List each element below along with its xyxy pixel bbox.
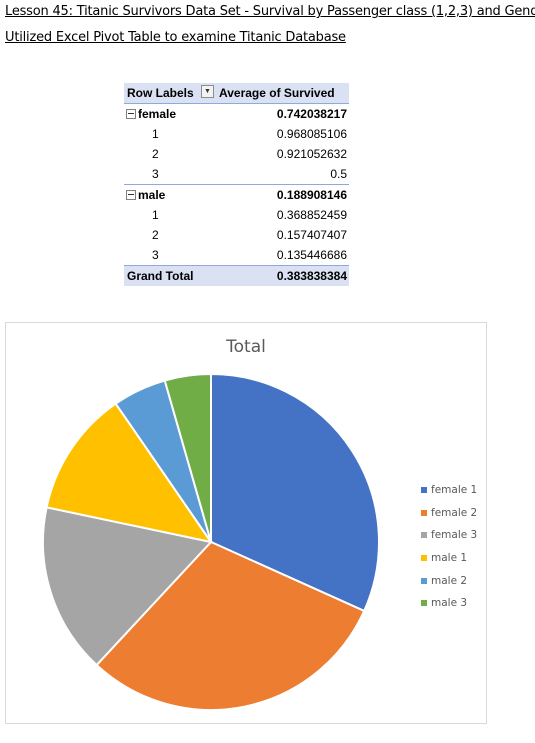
- pivot-row: 2 0.921052632: [124, 144, 349, 164]
- pie-slice-male-3[interactable]: [163, 372, 212, 543]
- grand-total-value: 0.383838384: [276, 269, 347, 283]
- legend-label: female 2: [431, 506, 478, 519]
- legend-item[interactable]: male 2: [421, 569, 477, 592]
- pie-slice-female-1[interactable]: [210, 372, 380, 613]
- group-value: 0.742038217: [276, 107, 347, 121]
- row-label: 2: [152, 228, 159, 242]
- lesson-heading: Lesson 45: Titanic Survivors Data Set - …: [5, 4, 535, 19]
- pivot-group-female: female 0.742038217: [124, 104, 349, 124]
- pie-slice-male-1[interactable]: [45, 402, 214, 544]
- pie-chart[interactable]: Total female 1 female 2 female 3 male 1 male…: [5, 322, 487, 724]
- pivot-row: 3 0.5: [124, 164, 349, 184]
- pivot-header-row: Row Labels ▼ Average of Survived: [124, 83, 349, 104]
- row-label: 1: [152, 208, 159, 222]
- row-label: 3: [152, 248, 159, 262]
- row-value: 0.921052632: [276, 147, 347, 161]
- legend-swatch: [421, 600, 427, 607]
- row-value: 0.368852459: [276, 208, 347, 222]
- pivot-row: 1 0.368852459: [124, 205, 349, 225]
- pivot-table: Row Labels ▼ Average of Survived female …: [124, 83, 349, 286]
- chart-legend: female 1 female 2 female 3 male 1 male 2 male…: [421, 479, 477, 615]
- legend-swatch: [421, 487, 427, 494]
- group-label: female: [138, 107, 177, 121]
- group-label: male: [138, 188, 166, 202]
- legend-swatch: [421, 532, 427, 539]
- legend-item[interactable]: female 3: [421, 524, 477, 547]
- row-labels-header: Row Labels: [127, 86, 194, 100]
- legend-item[interactable]: male 1: [421, 547, 477, 570]
- legend-label: female 3: [431, 529, 478, 542]
- average-survived-header: Average of Survived: [219, 86, 335, 100]
- pivot-grand-total-row: Grand Total 0.383838384: [124, 265, 349, 286]
- legend-swatch: [421, 509, 427, 516]
- group-value: 0.188908146: [276, 188, 347, 202]
- legend-swatch: [421, 577, 427, 584]
- pie-slice-female-3[interactable]: [42, 506, 213, 667]
- row-value: 0.968085106: [276, 127, 347, 141]
- pivot-row: 1 0.968085106: [124, 124, 349, 144]
- row-value: 0.5: [330, 167, 347, 181]
- row-label: 2: [152, 147, 159, 161]
- pivot-row: 3 0.135446686: [124, 245, 349, 265]
- collapse-icon[interactable]: [126, 109, 136, 119]
- row-value: 0.157407407: [276, 228, 347, 242]
- row-label: 3: [152, 167, 159, 181]
- pie-slice-female-2[interactable]: [95, 540, 366, 711]
- pie-plot-area: [42, 372, 380, 711]
- chart-title: Total: [226, 337, 266, 357]
- legend-label: female 1: [431, 484, 478, 497]
- filter-dropdown-icon[interactable]: ▼: [201, 85, 214, 98]
- legend-swatch: [421, 555, 427, 562]
- legend-label: male 2: [431, 574, 468, 587]
- legend-item[interactable]: male 3: [421, 592, 477, 615]
- row-label: 1: [152, 127, 159, 141]
- legend-item[interactable]: female 1: [421, 479, 477, 502]
- legend-label: male 3: [431, 597, 468, 610]
- pivot-row: 2 0.157407407: [124, 225, 349, 245]
- legend-label: male 1: [431, 552, 468, 565]
- pivot-group-male: male 0.188908146: [124, 184, 349, 205]
- grand-total-label: Grand Total: [127, 269, 194, 283]
- lesson-subheading: Utilized Excel Pivot Table to examine Ti…: [5, 30, 346, 45]
- row-value: 0.135446686: [276, 248, 347, 262]
- collapse-icon[interactable]: [126, 190, 136, 200]
- legend-item[interactable]: female 2: [421, 502, 477, 525]
